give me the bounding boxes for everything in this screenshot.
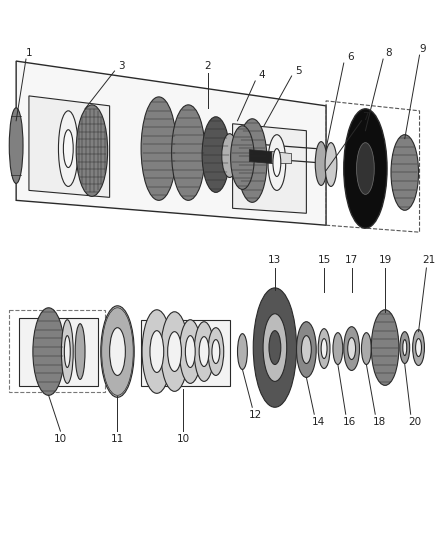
Ellipse shape xyxy=(344,327,360,370)
Ellipse shape xyxy=(237,334,247,369)
Ellipse shape xyxy=(344,109,387,228)
Ellipse shape xyxy=(361,333,371,365)
Polygon shape xyxy=(16,61,326,225)
Ellipse shape xyxy=(325,143,337,187)
Ellipse shape xyxy=(9,108,23,183)
Ellipse shape xyxy=(64,336,70,367)
Text: 12: 12 xyxy=(249,410,262,420)
Ellipse shape xyxy=(75,324,85,379)
Ellipse shape xyxy=(231,126,254,189)
Ellipse shape xyxy=(263,314,287,382)
Text: 4: 4 xyxy=(259,70,265,80)
Ellipse shape xyxy=(269,330,281,365)
Ellipse shape xyxy=(199,337,209,367)
Text: 14: 14 xyxy=(311,417,325,427)
Text: 7: 7 xyxy=(362,112,369,122)
Text: 5: 5 xyxy=(295,66,302,76)
Text: 17: 17 xyxy=(345,255,358,265)
Ellipse shape xyxy=(371,310,399,385)
Ellipse shape xyxy=(64,130,73,167)
Ellipse shape xyxy=(357,143,374,195)
Ellipse shape xyxy=(194,322,214,382)
Ellipse shape xyxy=(253,288,297,407)
Ellipse shape xyxy=(403,340,407,356)
Text: 2: 2 xyxy=(205,61,211,71)
Ellipse shape xyxy=(413,330,424,366)
Ellipse shape xyxy=(273,149,281,176)
Ellipse shape xyxy=(297,322,316,377)
Ellipse shape xyxy=(301,336,311,364)
Ellipse shape xyxy=(268,135,286,190)
Polygon shape xyxy=(19,318,98,386)
Ellipse shape xyxy=(168,332,181,372)
Ellipse shape xyxy=(101,306,134,397)
Ellipse shape xyxy=(110,328,125,375)
Ellipse shape xyxy=(61,320,73,383)
Ellipse shape xyxy=(202,117,230,192)
Polygon shape xyxy=(233,124,306,213)
Ellipse shape xyxy=(150,330,164,373)
Ellipse shape xyxy=(315,142,327,185)
Text: 18: 18 xyxy=(373,417,386,427)
Text: 15: 15 xyxy=(318,255,331,265)
Text: 1: 1 xyxy=(26,48,32,58)
Text: 8: 8 xyxy=(386,48,392,58)
Text: 9: 9 xyxy=(419,44,426,54)
Ellipse shape xyxy=(321,338,327,359)
Text: 16: 16 xyxy=(343,417,356,427)
Ellipse shape xyxy=(400,332,410,364)
Ellipse shape xyxy=(142,310,172,393)
Ellipse shape xyxy=(237,119,267,203)
Polygon shape xyxy=(272,151,292,164)
Text: 11: 11 xyxy=(111,434,124,444)
Polygon shape xyxy=(141,320,230,386)
Text: 10: 10 xyxy=(54,434,67,444)
Ellipse shape xyxy=(58,111,78,187)
Ellipse shape xyxy=(318,329,330,368)
Polygon shape xyxy=(249,150,272,164)
Text: 13: 13 xyxy=(268,255,282,265)
Ellipse shape xyxy=(222,134,237,177)
Ellipse shape xyxy=(333,333,343,365)
Ellipse shape xyxy=(391,135,419,211)
Ellipse shape xyxy=(208,328,224,375)
Ellipse shape xyxy=(141,97,177,200)
Polygon shape xyxy=(29,96,110,197)
Ellipse shape xyxy=(33,308,64,395)
Ellipse shape xyxy=(212,340,220,364)
Ellipse shape xyxy=(180,320,201,383)
Ellipse shape xyxy=(172,105,205,200)
Ellipse shape xyxy=(76,105,108,196)
Ellipse shape xyxy=(161,312,188,391)
Ellipse shape xyxy=(416,338,421,357)
Text: 21: 21 xyxy=(423,255,436,265)
Text: 6: 6 xyxy=(347,52,354,62)
Text: 3: 3 xyxy=(118,61,125,71)
Text: 20: 20 xyxy=(408,417,421,427)
Text: 10: 10 xyxy=(177,434,190,444)
Text: 19: 19 xyxy=(378,255,392,265)
Ellipse shape xyxy=(185,336,195,367)
Ellipse shape xyxy=(348,337,356,360)
